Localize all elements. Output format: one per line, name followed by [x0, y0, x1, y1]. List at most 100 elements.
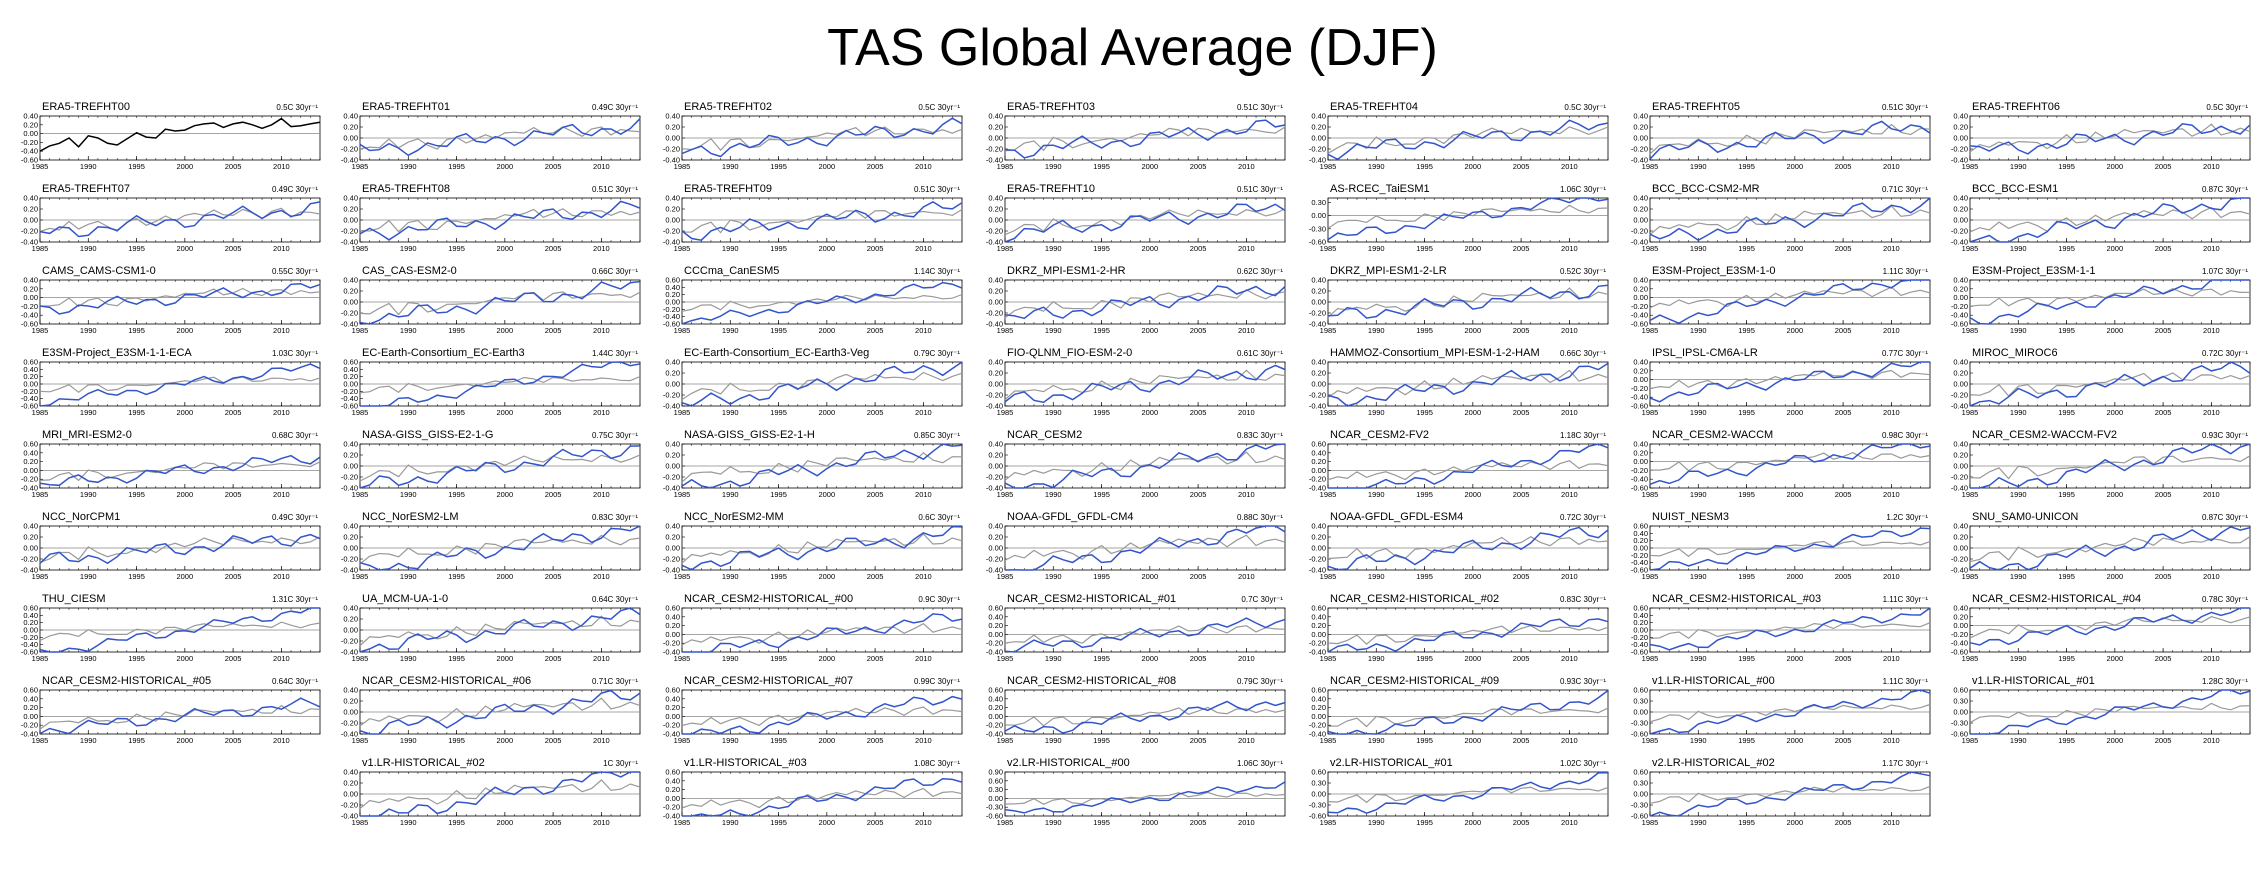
series-line-reference — [1004, 288, 1286, 319]
y-tick-label: -0.40 — [21, 640, 38, 649]
x-tick-label: 2005 — [1190, 572, 1207, 581]
x-tick-label: 2010 — [273, 736, 290, 745]
x-tick-label: 2010 — [1883, 326, 1900, 335]
y-tick-label: -0.20 — [1951, 145, 1968, 154]
panel-12: BCC_BCC-CSM2-MR 0.71C 30yr⁻¹ 0.40 0.20 0.00 -… — [1631, 183, 1931, 253]
y-tick-label: -0.20 — [1631, 551, 1648, 560]
panel-title: ERA5-TREFHT03 — [1007, 101, 1095, 113]
panel-16: CCCma_CanESM5 1.14C 30yr⁻¹ 0.600.400.200.0… — [663, 265, 963, 335]
x-tick-label: 1990 — [1690, 162, 1707, 171]
x-tick-label: 1995 — [1093, 572, 1110, 581]
y-tick-label: 0.20 — [1311, 621, 1326, 630]
series-line-model — [681, 201, 963, 242]
y-tick-label: -0.40 — [341, 394, 358, 403]
panel-37: NCC_NorESM2-MM 0.6C 30yr⁻¹ 0.40 0.20 0.00 -0.… — [663, 511, 963, 581]
y-tick-label: 0.00 — [1953, 293, 1968, 302]
y-tick-label: -0.60 — [341, 402, 358, 411]
series-line-model — [1969, 361, 2251, 407]
x-tick-label: 1985 — [1320, 736, 1337, 745]
y-tick-label: -0.20 — [341, 387, 358, 396]
x-tick-label: 2010 — [2203, 490, 2220, 499]
x-tick-label: 2000 — [496, 244, 513, 253]
panel-47: NCAR_CESM2-HISTORICAL_#03 1.11C 30yr⁻¹ 0.6… — [1631, 593, 1931, 663]
series-line-model — [1004, 203, 1286, 243]
y-tick-label: 0.40 — [665, 522, 680, 531]
y-tick-label: 0.20 — [343, 615, 358, 624]
x-tick-label: 2005 — [1513, 408, 1530, 417]
x-tick-label: 2000 — [1786, 490, 1803, 499]
x-tick-label: 2005 — [545, 244, 562, 253]
x-tick-label: 1995 — [770, 408, 787, 417]
panel-22: EC-Earth-Consortium_EC-Earth3 1.44C 30yr⁻… — [341, 347, 641, 417]
x-tick-label: 2000 — [1141, 244, 1158, 253]
x-tick-label: 2005 — [225, 162, 242, 171]
y-tick-label: 0.20 — [1633, 448, 1648, 457]
x-tick-label: 2005 — [2155, 244, 2172, 253]
x-tick-label: 2005 — [225, 326, 242, 335]
y-tick-label: -0.40 — [1309, 648, 1326, 657]
panel-trend: 1.31C 30yr⁻¹ — [272, 595, 318, 604]
series-line-model — [1327, 284, 1609, 319]
x-tick-label: 1995 — [770, 572, 787, 581]
y-tick-label: -0.20 — [1309, 555, 1326, 564]
x-tick-label: 2010 — [273, 490, 290, 499]
panel-trend: 0.68C 30yr⁻¹ — [272, 431, 318, 440]
x-tick-label: 1995 — [1416, 490, 1433, 499]
y-tick-label: -0.60 — [1951, 320, 1968, 329]
x-tick-label: 2000 — [1786, 244, 1803, 253]
x-tick-label: 1995 — [1416, 654, 1433, 663]
y-tick-label: 0.40 — [343, 365, 358, 374]
series-line-reference — [39, 376, 321, 394]
y-tick-label: -0.40 — [1309, 402, 1326, 411]
y-tick-label: 0.30 — [1311, 198, 1326, 207]
x-tick-label: 2000 — [1464, 490, 1481, 499]
y-tick-label: -0.20 — [1951, 302, 1968, 311]
x-tick-label: 2010 — [2203, 244, 2220, 253]
series-line-reference — [681, 622, 963, 646]
panel-trend: 0.9C 30yr⁻¹ — [918, 595, 960, 604]
x-tick-label: 2000 — [176, 162, 193, 171]
series-line-model — [1969, 197, 2250, 243]
x-tick-label: 1985 — [352, 162, 369, 171]
x-tick-label: 2005 — [1513, 244, 1530, 253]
x-tick-label: 2000 — [1786, 572, 1803, 581]
y-tick-label: 0.20 — [665, 533, 680, 542]
y-tick-label: -0.60 — [1951, 648, 1968, 657]
x-tick-label: 2000 — [2106, 654, 2123, 663]
panel-27: MIROC_MIROC6 0.72C 30yr⁻¹ 0.40 0.20 0.00 -0.2… — [1951, 347, 2251, 417]
series-line-model — [1328, 443, 1609, 489]
x-tick-label: 2005 — [1190, 244, 1207, 253]
panel-title: THU_CIESM — [42, 593, 106, 605]
panel-title: ERA5-TREFHT08 — [362, 183, 450, 195]
x-tick-label: 1985 — [997, 736, 1014, 745]
y-tick-label: -0.20 — [1309, 639, 1326, 648]
series-line-reference — [39, 704, 321, 730]
x-tick-label: 2005 — [1835, 572, 1852, 581]
panel-41: SNU_SAM0-UNICON 0.87C 30yr⁻¹ 0.40 0.20 0.00 -… — [1951, 511, 2251, 581]
panel-frame — [39, 115, 321, 161]
y-tick-label: 0.20 — [23, 457, 38, 466]
panel-trend: 0.72C 30yr⁻¹ — [2202, 349, 2248, 358]
x-tick-label: 1995 — [1416, 244, 1433, 253]
x-tick-label: 1990 — [1045, 572, 1062, 581]
x-tick-label: 2000 — [818, 244, 835, 253]
x-tick-label: 1985 — [32, 490, 49, 499]
x-tick-label: 1985 — [1962, 408, 1979, 417]
panel-title: AS-RCEC_TaiESM1 — [1330, 183, 1430, 195]
series-line-reference — [359, 697, 641, 727]
x-tick-label: 1985 — [1642, 408, 1659, 417]
x-tick-label: 2000 — [176, 572, 193, 581]
x-tick-label: 1990 — [1690, 244, 1707, 253]
panel-frame — [1649, 279, 1931, 325]
panel-title: DKRZ_MPI-ESM1-2-LR — [1330, 265, 1447, 277]
y-tick-label: 0.40 — [1633, 112, 1648, 121]
figure-title: TAS Global Average (DJF) — [827, 19, 1438, 77]
y-tick-label: 0.20 — [23, 284, 38, 293]
y-tick-label: 0.00 — [343, 544, 358, 553]
y-tick-label: -0.60 — [21, 402, 38, 411]
y-tick-label: 0.60 — [23, 604, 38, 613]
y-tick-label: -0.20 — [21, 555, 38, 564]
panel-2: ERA5-TREFHT02 0.5C 30yr⁻¹ 0.40 0.20 0.00 -0.2… — [663, 101, 963, 171]
y-tick-label: -0.20 — [986, 309, 1003, 318]
y-tick-label: -0.40 — [986, 320, 1003, 329]
